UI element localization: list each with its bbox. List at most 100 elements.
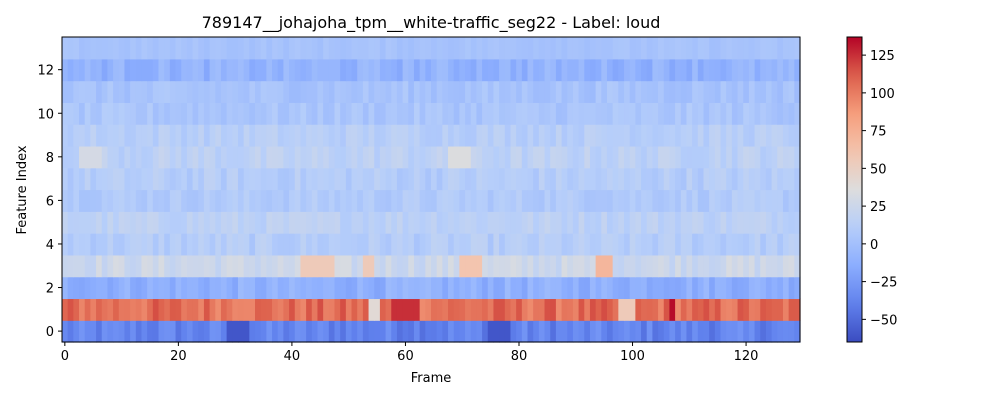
heatmap-cell bbox=[141, 167, 148, 191]
heatmap-cell bbox=[641, 254, 648, 278]
heatmap-cell bbox=[272, 211, 279, 234]
heatmap-cell bbox=[186, 254, 194, 278]
heatmap-cell bbox=[652, 189, 659, 212]
heatmap-cell bbox=[771, 58, 778, 82]
heatmap-cell bbox=[402, 254, 409, 278]
heatmap-cell bbox=[487, 167, 495, 191]
heatmap-cell bbox=[220, 233, 228, 256]
heatmap-cell bbox=[107, 211, 114, 234]
heatmap-cell bbox=[368, 37, 375, 60]
heatmap-cell bbox=[113, 80, 120, 103]
plot-frame bbox=[61, 36, 801, 343]
heatmap-cell bbox=[272, 124, 279, 147]
heatmap-cell bbox=[482, 276, 489, 300]
heatmap-cell bbox=[601, 276, 608, 300]
heatmap-cell bbox=[209, 298, 216, 321]
heatmap-cell bbox=[794, 276, 801, 300]
heatmap-cell bbox=[680, 58, 688, 82]
heatmap-cell bbox=[255, 37, 262, 60]
heatmap-cell bbox=[737, 189, 744, 212]
heatmap-cell bbox=[152, 80, 160, 103]
heatmap-cell bbox=[84, 233, 91, 256]
heatmap-cell bbox=[73, 37, 80, 60]
heatmap-cell bbox=[646, 298, 653, 321]
heatmap-cell bbox=[408, 102, 415, 125]
heatmap-cell bbox=[641, 167, 648, 191]
heatmap-cell bbox=[584, 211, 591, 234]
heatmap-cell bbox=[419, 211, 426, 234]
heatmap-cell bbox=[328, 298, 336, 321]
heatmap-cell bbox=[192, 58, 199, 82]
heatmap-cell bbox=[510, 211, 517, 234]
heatmap-cell bbox=[220, 58, 228, 82]
heatmap-cell bbox=[482, 145, 489, 169]
heatmap-cell bbox=[113, 58, 120, 82]
heatmap-cell bbox=[62, 211, 69, 234]
heatmap-cell bbox=[215, 102, 222, 125]
heatmap-cell bbox=[624, 37, 631, 60]
heatmap-cell bbox=[550, 145, 557, 169]
heatmap-cell bbox=[181, 233, 188, 256]
heatmap-cell bbox=[448, 37, 455, 60]
heatmap-cell bbox=[709, 233, 716, 256]
heatmap-cell bbox=[169, 37, 177, 60]
heatmap-cell bbox=[487, 58, 495, 82]
heatmap-cell bbox=[186, 320, 194, 343]
heatmap-cell bbox=[533, 298, 540, 321]
heatmap-cell bbox=[760, 320, 767, 343]
heatmap-cell bbox=[169, 124, 177, 147]
heatmap-cell bbox=[84, 80, 91, 103]
heatmap-cell bbox=[538, 167, 546, 191]
heatmap-cell bbox=[448, 211, 455, 234]
heatmap-cell bbox=[567, 298, 574, 321]
heatmap-cell bbox=[544, 102, 551, 125]
heatmap-cell bbox=[419, 189, 426, 212]
heatmap-cell bbox=[379, 211, 387, 234]
heatmap-cell bbox=[680, 320, 688, 343]
heatmap-cell bbox=[669, 145, 676, 169]
heatmap-cell bbox=[459, 189, 466, 212]
heatmap-cell bbox=[476, 167, 483, 191]
heatmap-cell bbox=[294, 233, 302, 256]
heatmap-cell bbox=[226, 254, 233, 278]
heatmap-cell bbox=[550, 233, 557, 256]
heatmap-cell bbox=[697, 58, 705, 82]
heatmap-cell bbox=[266, 102, 273, 125]
heatmap-cell bbox=[442, 124, 449, 147]
heatmap-cell bbox=[419, 276, 426, 300]
heatmap-cell bbox=[396, 211, 404, 234]
heatmap-cell bbox=[589, 80, 597, 103]
heatmap-cell bbox=[209, 80, 216, 103]
heatmap-cell bbox=[374, 37, 381, 60]
heatmap-cell bbox=[334, 58, 341, 82]
heatmap-cell bbox=[726, 167, 733, 191]
heatmap-cell bbox=[425, 37, 432, 60]
heatmap-cell bbox=[499, 233, 506, 256]
heatmap-cell bbox=[550, 124, 557, 147]
heatmap-cell bbox=[141, 189, 148, 212]
heatmap-cell bbox=[737, 124, 744, 147]
heatmap-cell bbox=[306, 233, 313, 256]
heatmap-cell bbox=[334, 145, 341, 169]
heatmap-cell bbox=[629, 211, 636, 234]
heatmap-cell bbox=[368, 167, 375, 191]
heatmap-cell bbox=[300, 233, 307, 256]
heatmap-cell bbox=[226, 320, 233, 343]
heatmap-cell bbox=[90, 211, 97, 234]
heatmap-cell bbox=[164, 298, 171, 321]
heatmap-cell bbox=[141, 145, 148, 169]
heatmap-cell bbox=[595, 37, 602, 60]
heatmap-cell bbox=[658, 298, 665, 321]
heatmap-cell bbox=[646, 80, 653, 103]
heatmap-cell bbox=[561, 124, 568, 147]
heatmap-cell bbox=[544, 167, 551, 191]
heatmap-cell bbox=[606, 145, 614, 169]
heatmap-cell bbox=[300, 58, 307, 82]
heatmap-cell bbox=[84, 37, 91, 60]
heatmap-cell bbox=[493, 298, 500, 321]
heatmap-cell bbox=[124, 233, 131, 256]
heatmap-cell bbox=[709, 211, 716, 234]
heatmap-cell bbox=[289, 58, 296, 82]
heatmap-cell bbox=[232, 102, 239, 125]
heatmap-cell bbox=[646, 189, 653, 212]
